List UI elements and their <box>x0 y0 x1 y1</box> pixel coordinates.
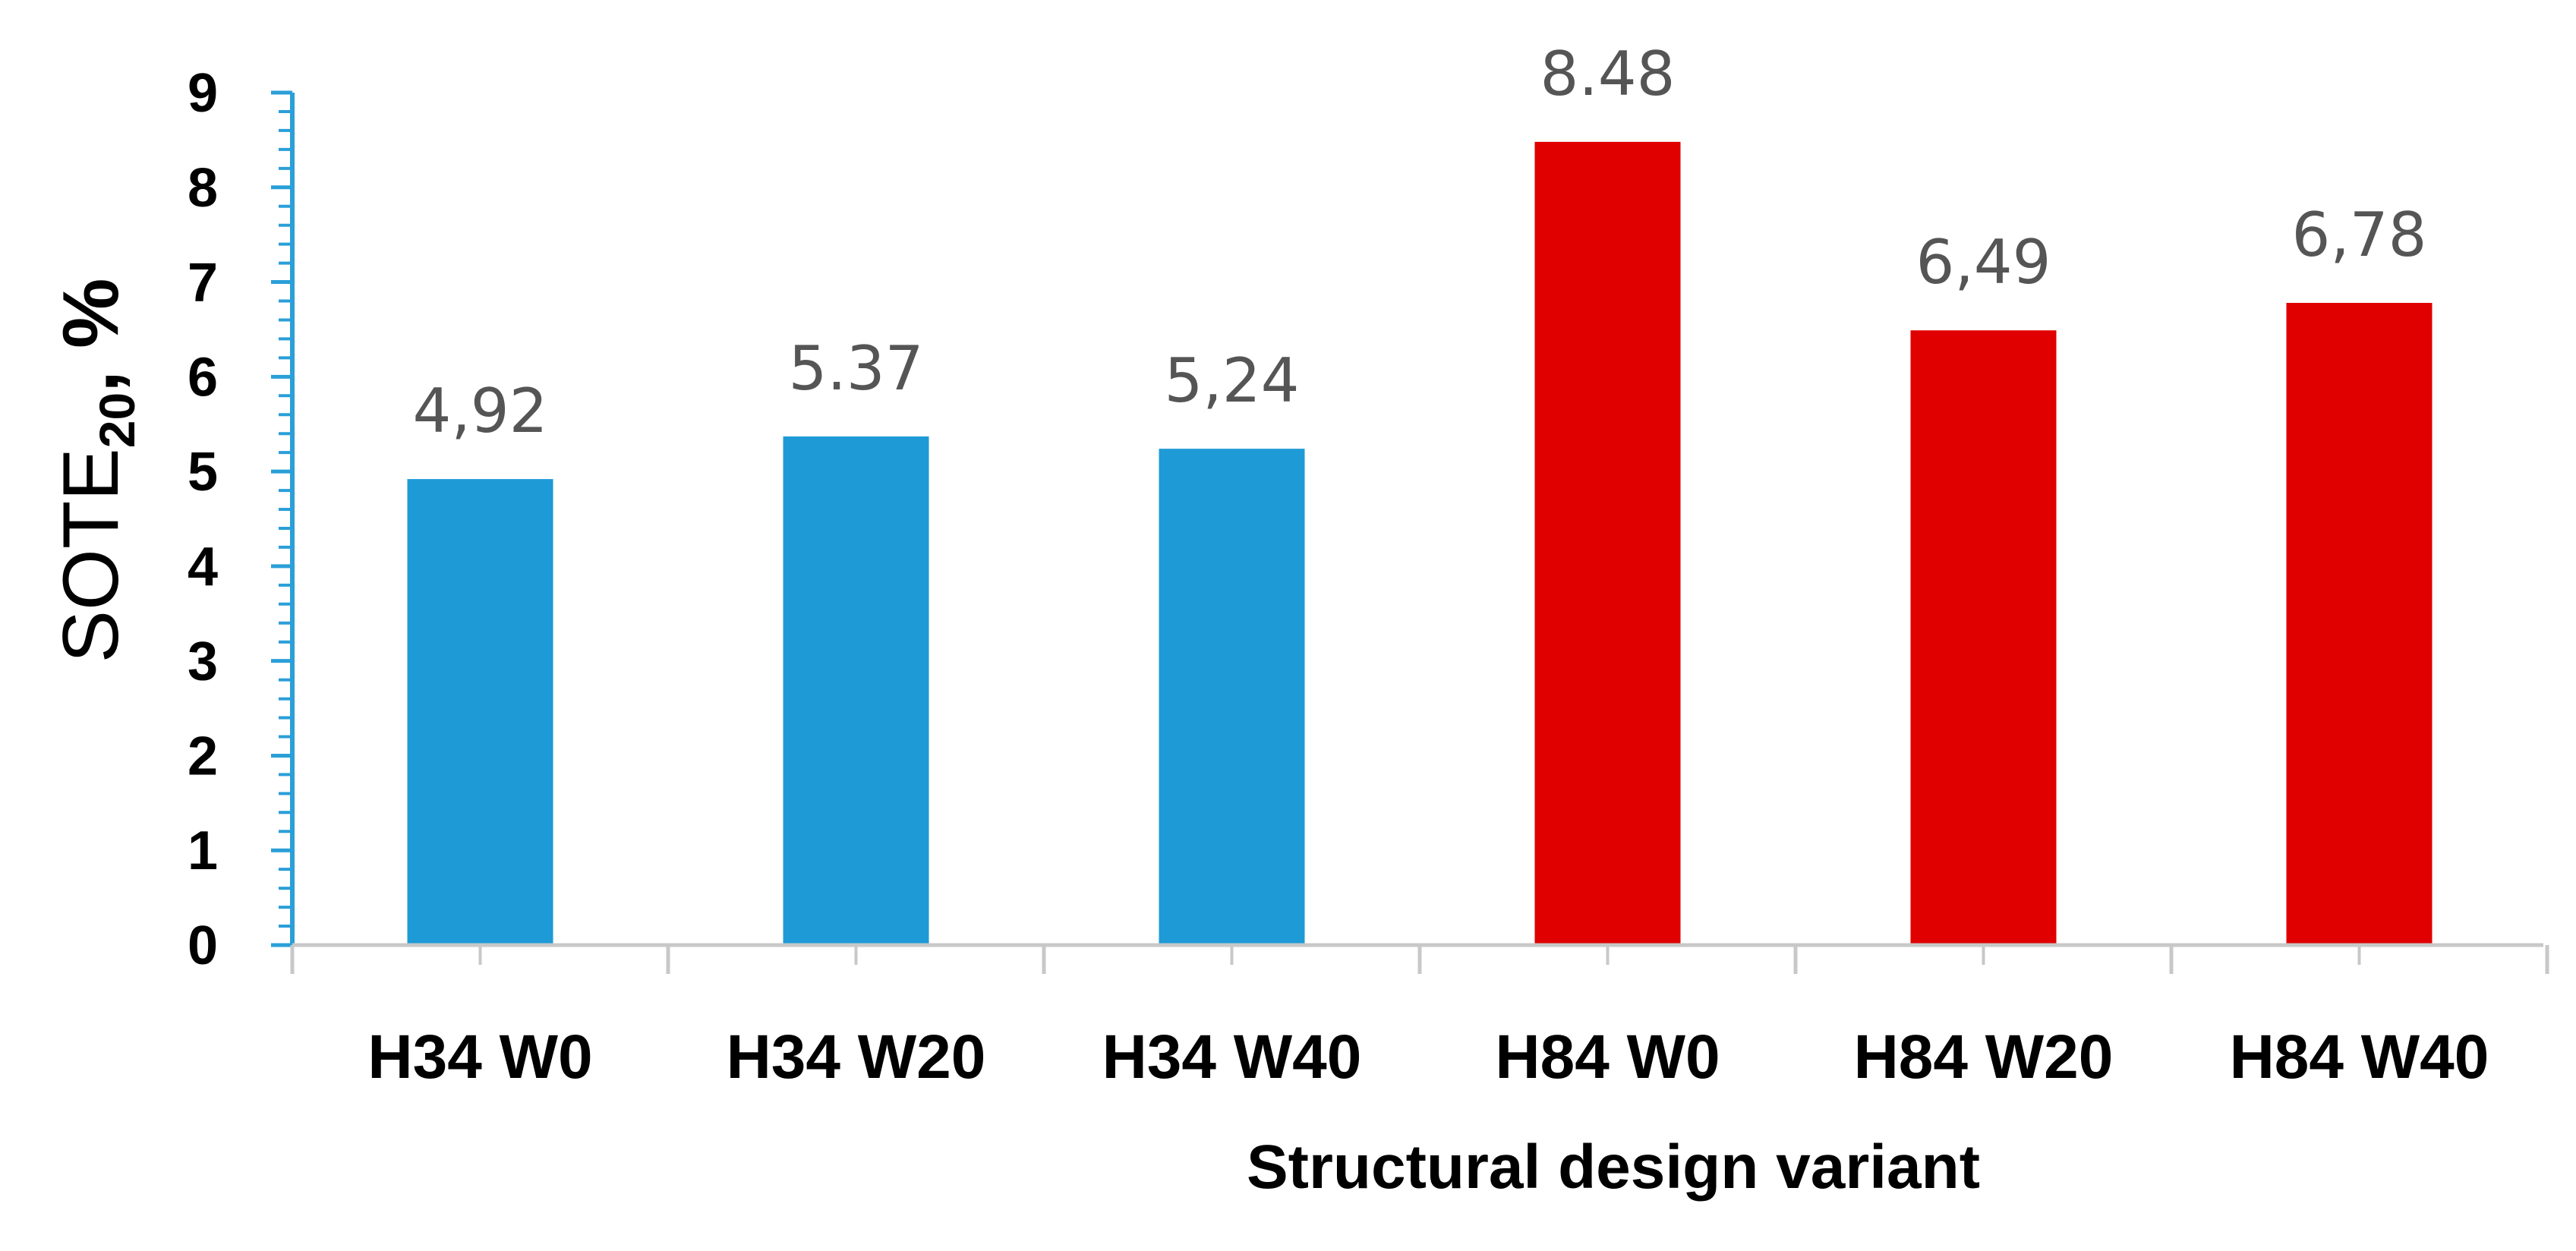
data-label: 6,78 <box>2291 200 2426 270</box>
x-category-label: H84 W0 <box>1495 1023 1720 1092</box>
y-tick-label: 0 <box>188 915 218 976</box>
bar <box>2286 303 2433 945</box>
y-axis-title-subscript: 20 <box>89 392 145 448</box>
y-tick-label: 6 <box>188 347 218 408</box>
bar <box>1534 141 1681 946</box>
y-tick-label: 3 <box>188 632 218 692</box>
bars <box>407 141 2433 946</box>
bar <box>1159 449 1305 945</box>
data-label: 4,92 <box>412 376 547 446</box>
y-axis-title: SOTE20, % <box>47 279 145 663</box>
data-label: 6,49 <box>1915 227 2051 298</box>
y-tick-label: 2 <box>188 726 218 786</box>
y-tick-label: 9 <box>188 63 218 124</box>
data-label: 5.37 <box>788 333 923 404</box>
x-category-label: H34 W0 <box>367 1023 592 1092</box>
x-category-label: H34 W20 <box>727 1023 986 1092</box>
x-axis-ticks <box>290 945 2549 974</box>
y-tick-label: 1 <box>188 821 218 881</box>
y-axis-title-unit: , % <box>47 279 135 392</box>
bar <box>783 436 929 945</box>
bar <box>407 479 553 945</box>
y-axis-ticks <box>271 90 292 947</box>
x-category-label: H34 W40 <box>1102 1023 1362 1092</box>
x-axis-title: Structural design variant <box>1247 1133 1980 1202</box>
y-tick-label: 5 <box>188 442 218 503</box>
data-label: 5,24 <box>1164 345 1299 416</box>
y-tick-label: 8 <box>188 158 218 219</box>
y-axis-tick-labels: 0 1 2 3 4 5 6 7 8 9 <box>188 63 218 976</box>
x-category-label: H84 W20 <box>1854 1023 2114 1092</box>
data-labels: 4,92 5.37 5,24 8.48 6,49 6,78 <box>412 39 2426 446</box>
y-tick-label: 7 <box>188 253 218 314</box>
y-axis-title-main: SOTE <box>47 448 135 663</box>
data-label: 8.48 <box>1540 39 1675 109</box>
x-category-label: H84 W40 <box>2230 1023 2489 1092</box>
x-axis-category-labels: H34 W0 H34 W20 H34 W40 H84 W0 H84 W20 H84 W40 <box>367 1023 2489 1092</box>
y-tick-label: 4 <box>188 537 218 597</box>
bar <box>1910 330 2057 945</box>
